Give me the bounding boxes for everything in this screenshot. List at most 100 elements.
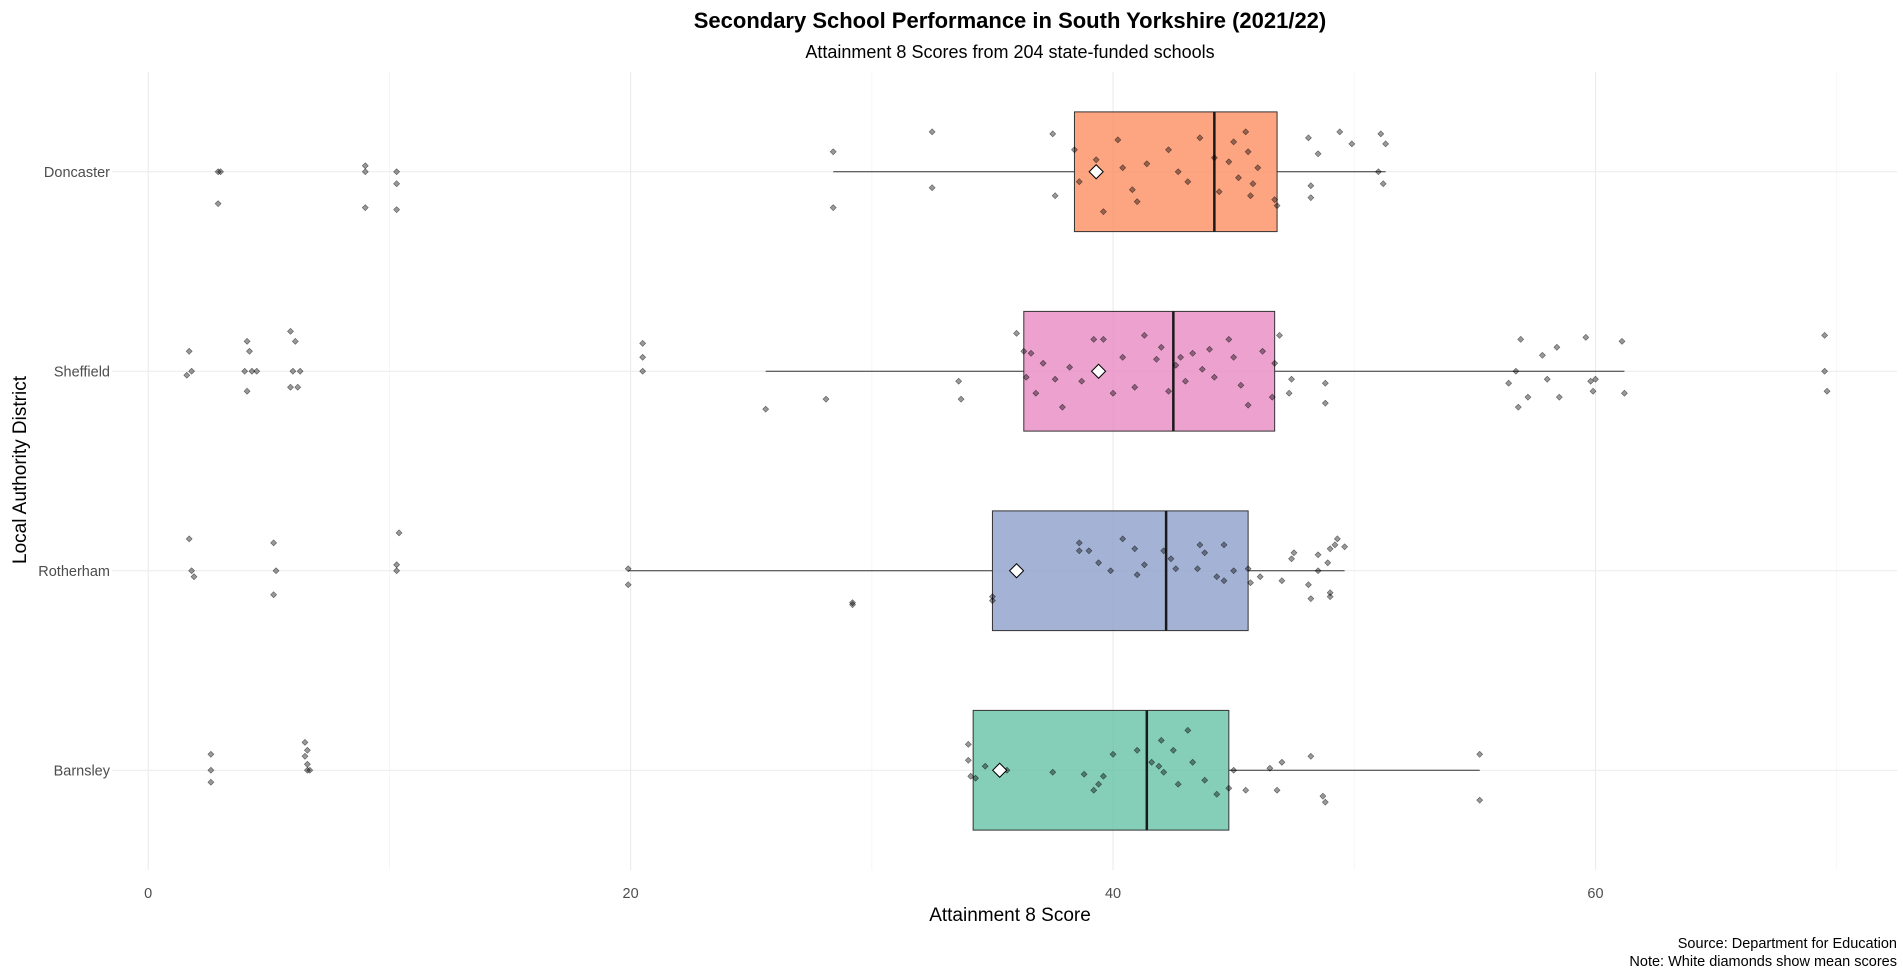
data-point-rotherham xyxy=(849,599,856,607)
data-point-sheffield xyxy=(1140,331,1148,339)
data-point-sheffield xyxy=(1543,375,1551,383)
data-point-sheffield xyxy=(1321,379,1329,387)
data-point-rotherham xyxy=(395,529,403,537)
data-point-rotherham xyxy=(393,561,401,569)
data-point-doncaster xyxy=(361,204,369,212)
x-axis-title: Attainment 8 Score xyxy=(929,905,1091,926)
data-point-doncaster xyxy=(1099,208,1107,216)
data-point-doncaster xyxy=(1242,128,1250,136)
data-point-rotherham xyxy=(1333,535,1341,543)
data-point-barnsley xyxy=(1095,780,1102,788)
data-point-sheffield xyxy=(1119,353,1127,361)
data-point-doncaster xyxy=(1235,174,1242,182)
data-point-sheffield xyxy=(1157,343,1165,351)
data-point-rotherham xyxy=(1133,571,1141,579)
data-point-sheffield xyxy=(1109,389,1117,397)
data-point-doncaster xyxy=(829,204,837,212)
data-point-doncaster xyxy=(928,184,936,192)
data-point-barnsley xyxy=(1189,758,1197,766)
data-point-barnsley xyxy=(1266,764,1274,772)
data-point-doncaster xyxy=(1128,186,1136,194)
data-point-sheffield xyxy=(1066,363,1074,371)
y-tick-label-doncaster: Doncaster xyxy=(44,165,110,181)
data-point-doncaster xyxy=(1225,158,1233,166)
data-point-doncaster xyxy=(1165,146,1172,154)
data-point-doncaster xyxy=(1348,140,1356,148)
data-point-rotherham xyxy=(1119,535,1127,543)
data-point-doncaster xyxy=(1307,182,1315,190)
data-point-doncaster xyxy=(1254,164,1262,172)
data-point-sheffield xyxy=(1181,377,1189,385)
data-point-rotherham xyxy=(1324,559,1332,567)
data-point-sheffield xyxy=(1271,359,1279,367)
data-point-barnsley xyxy=(1201,776,1209,784)
data-point-barnsley xyxy=(1321,798,1329,806)
data-points xyxy=(183,128,1831,806)
data-point-barnsley xyxy=(1307,752,1315,760)
x-tick-label: 0 xyxy=(144,886,152,902)
box-rotherham xyxy=(991,510,1249,632)
data-point-rotherham xyxy=(1314,567,1322,575)
data-point-rotherham xyxy=(1314,551,1322,559)
data-point-doncaster xyxy=(928,128,936,136)
data-point-doncaster xyxy=(1230,138,1238,146)
data-point-sheffield xyxy=(1524,393,1532,401)
data-point-sheffield xyxy=(639,367,647,375)
data-point-sheffield xyxy=(1172,361,1180,369)
data-point-barnsley xyxy=(1184,726,1192,734)
data-point-sheffield xyxy=(1514,403,1522,411)
data-point-rotherham xyxy=(624,581,632,589)
y-tick-label-rotherham: Rotherham xyxy=(38,564,110,580)
mean-marker-doncaster xyxy=(1088,164,1104,180)
data-point-barnsley xyxy=(1230,766,1238,774)
data-point-barnsley xyxy=(1148,758,1156,766)
data-point-barnsley xyxy=(303,766,311,774)
data-point-rotherham xyxy=(1247,579,1254,587)
data-point-sheffield xyxy=(243,337,251,345)
data-point-sheffield xyxy=(1285,389,1293,397)
data-point-sheffield xyxy=(1032,389,1040,397)
mean-markers xyxy=(991,164,1107,778)
data-point-rotherham xyxy=(989,597,996,605)
box-sheffield xyxy=(1023,310,1276,432)
data-point-barnsley xyxy=(1049,768,1057,776)
data-point-doncaster xyxy=(1051,192,1059,200)
data-point-rotherham xyxy=(1095,559,1102,567)
data-point-rotherham xyxy=(1140,561,1148,569)
data-point-rotherham xyxy=(1305,581,1312,589)
data-point-rotherham xyxy=(1326,589,1334,597)
data-point-barnsley xyxy=(981,762,989,770)
data-point-rotherham xyxy=(1075,539,1083,547)
data-point-rotherham xyxy=(1230,567,1238,575)
data-point-barnsley xyxy=(303,760,311,768)
data-point-rotherham xyxy=(1220,577,1228,585)
mean-marker-rotherham xyxy=(1008,563,1025,579)
data-point-sheffield xyxy=(1165,387,1172,395)
data-point-sheffield xyxy=(1051,375,1059,383)
data-point-sheffield xyxy=(248,367,256,375)
x-tick-label: 40 xyxy=(1105,886,1121,902)
data-point-doncaster xyxy=(393,180,401,188)
data-point-doncaster xyxy=(1379,180,1387,188)
data-point-doncaster xyxy=(1075,178,1083,186)
data-point-sheffield xyxy=(1288,375,1295,383)
data-point-barnsley xyxy=(1476,750,1484,758)
data-point-sheffield xyxy=(1268,393,1276,401)
x-tick-label: 60 xyxy=(1587,886,1603,902)
data-point-sheffield xyxy=(1058,403,1066,411)
data-point-sheffield xyxy=(1198,365,1206,373)
data-point-rotherham xyxy=(1213,573,1221,581)
data-point-sheffield xyxy=(1821,331,1829,339)
data-point-sheffield xyxy=(1013,329,1020,337)
data-point-sheffield xyxy=(1090,335,1098,343)
data-point-barnsley xyxy=(1133,746,1141,754)
data-point-doncaster xyxy=(1049,130,1057,138)
data-point-doncaster xyxy=(1273,202,1281,210)
x-tick-label: 20 xyxy=(623,886,639,902)
data-point-rotherham xyxy=(1326,545,1334,553)
data-point-sheffield xyxy=(1237,381,1245,389)
box-doncaster xyxy=(1073,111,1278,233)
data-point-barnsley xyxy=(301,752,309,760)
mean-marker-sheffield xyxy=(1090,363,1107,379)
